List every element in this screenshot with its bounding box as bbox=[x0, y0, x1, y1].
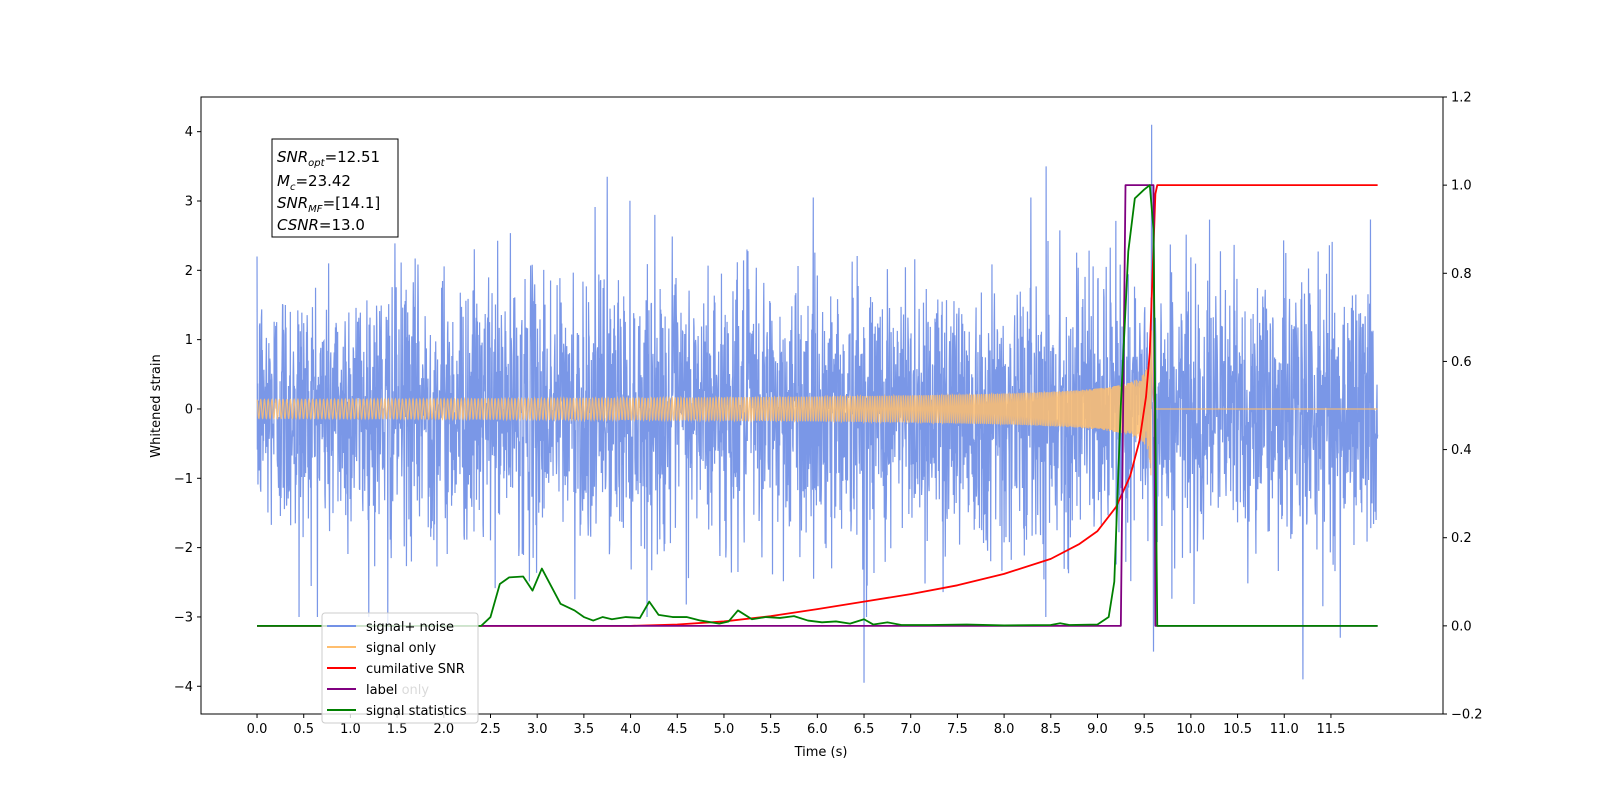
y-tick-label: 4 bbox=[185, 125, 193, 140]
x-tick-label: 2.0 bbox=[433, 722, 454, 737]
y2-tick-label: 0.4 bbox=[1451, 443, 1472, 458]
y-tick-label: −3 bbox=[174, 610, 193, 625]
series-signal-only bbox=[256, 330, 1378, 476]
annotation-frame bbox=[271, 138, 399, 238]
y-tick-label: −2 bbox=[174, 541, 193, 556]
series-signal-noise bbox=[256, 124, 1379, 683]
x-tick-label: 4.5 bbox=[667, 722, 688, 737]
x-tick-label: 9.5 bbox=[1134, 722, 1155, 737]
x-tick-label: 9.0 bbox=[1087, 722, 1108, 737]
x-tick-label: 1.0 bbox=[340, 722, 361, 737]
x-tick-label: 10.5 bbox=[1223, 722, 1252, 737]
legend-label-signal-noise: signal+ noise bbox=[366, 620, 454, 635]
y2-tick-label: −0.2 bbox=[1451, 708, 1483, 723]
x-tick-label: 3.5 bbox=[574, 722, 595, 737]
y2-tick-label: 1.0 bbox=[1451, 179, 1472, 194]
y-tick-label: 3 bbox=[185, 194, 193, 209]
x-tick-label: 7.5 bbox=[947, 722, 968, 737]
annotation-line-snr-opt: SNRopt=12.51 bbox=[277, 148, 380, 169]
x-tick-label: 11.5 bbox=[1316, 722, 1345, 737]
y-tick-label: 1 bbox=[185, 333, 193, 348]
x-tick-label: 11.0 bbox=[1270, 722, 1299, 737]
x-tick-label: 6.5 bbox=[854, 722, 875, 737]
plot-lines bbox=[256, 124, 1379, 683]
x-tick-label: 1.5 bbox=[387, 722, 408, 737]
annotation-line-mc: Mc=23.42 bbox=[277, 172, 351, 193]
annotation-box: SNRopt=12.51 Mc=23.42 SNRMF=[14.1] CSNR=… bbox=[271, 138, 399, 238]
legend-label-label: label bbox=[366, 683, 397, 698]
x-tick-label: 8.5 bbox=[1040, 722, 1061, 737]
y2-tick-label: 1.2 bbox=[1451, 91, 1472, 106]
x-tick-label: 4.0 bbox=[620, 722, 641, 737]
series-cumilative-snr bbox=[257, 184, 1378, 627]
x-tick-label: 3.0 bbox=[527, 722, 548, 737]
series-signal-statistics bbox=[257, 184, 1378, 627]
y2-tick-label: 0.0 bbox=[1451, 619, 1472, 634]
x-tick-label: 6.0 bbox=[807, 722, 828, 737]
y-tick-label: −4 bbox=[174, 680, 193, 695]
y2-tick-label: 0.8 bbox=[1451, 267, 1472, 282]
plot-frame bbox=[200, 96, 1444, 715]
y-axis-label: Whitened strain bbox=[149, 354, 164, 457]
x-tick-label: 10.0 bbox=[1176, 722, 1205, 737]
y2-tick-label: 0.6 bbox=[1451, 355, 1472, 370]
legend: signal+ noise signal only cumilative SNR… bbox=[321, 612, 479, 724]
x-tick-label: 7.0 bbox=[900, 722, 921, 737]
legend-label-cumulative-snr: cumilative SNR bbox=[366, 662, 465, 677]
y2-tick-label: 0.2 bbox=[1451, 531, 1472, 546]
y-tick-label: 0 bbox=[185, 402, 193, 417]
x-axis-label: Time (s) bbox=[794, 745, 848, 760]
legend-label-signal-only: signal only bbox=[366, 641, 436, 656]
legend-frame bbox=[321, 612, 479, 724]
annotation-line-csnr: CSNR=13.0 bbox=[277, 216, 365, 234]
legend-label-signal-statistics: signal statistics bbox=[366, 704, 467, 719]
x-tick-label: 5.5 bbox=[760, 722, 781, 737]
x-tick-label: 2.5 bbox=[480, 722, 501, 737]
annotation-line-snr-mf: SNRMF=[14.1] bbox=[277, 194, 380, 215]
axes: 0.0 0.5 1.0 1.5 2.0 2.5 3.0 3.5 4.0 4.5 5.0 5.5 6.0 6… bbox=[174, 91, 1483, 738]
y-tick-label: 2 bbox=[185, 264, 193, 279]
x-tick-label: 5.0 bbox=[714, 722, 735, 737]
legend-label-label-only: label only bbox=[366, 683, 429, 698]
x-tick-label: 8.0 bbox=[994, 722, 1015, 737]
x-tick-label: 0.5 bbox=[293, 722, 314, 737]
y-tick-label: −1 bbox=[174, 472, 193, 487]
x-tick-label: 0.0 bbox=[247, 722, 268, 737]
